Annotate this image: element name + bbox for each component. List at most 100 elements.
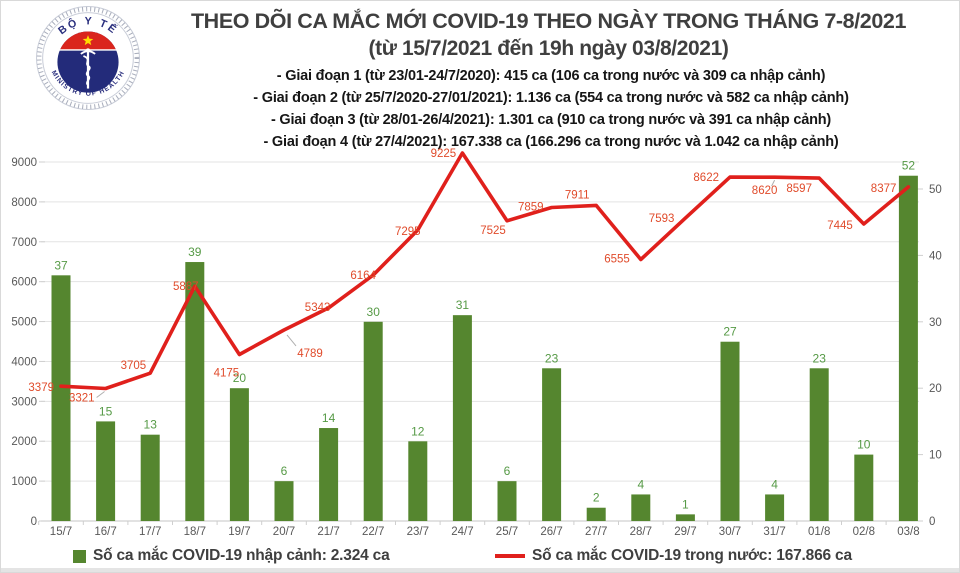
bar-legend-swatch — [73, 549, 86, 563]
bar-value-label: 15 — [99, 404, 113, 418]
right-axis-tick-label: 0 — [929, 516, 935, 528]
line-value-label: 7593 — [649, 213, 675, 225]
bar — [185, 262, 205, 521]
phase-summary: - Giai đoạn 1 (từ 23/01-24/7/2020): 415 … — [151, 65, 951, 153]
star-icon — [82, 35, 94, 46]
line-legend-label: Số ca mắc COVID-19 trong nước: 167.866 c… — [532, 547, 852, 564]
legend-imported-cases: Số ca mắc COVID-19 nhập cảnh: 2.324 ca — [73, 546, 390, 566]
bar-value-label: 6 — [281, 464, 288, 478]
x-axis-label: 21/7 — [317, 526, 339, 538]
line-value-label: 9225 — [431, 148, 457, 160]
bar-value-label: 37 — [54, 258, 68, 272]
bar — [809, 368, 829, 521]
label-leader-line — [96, 391, 105, 398]
right-axis-tick-label: 20 — [929, 383, 942, 395]
bar — [675, 514, 695, 521]
bar-value-label: 30 — [367, 305, 381, 319]
bar-value-label: 39 — [188, 245, 202, 259]
bar-value-label: 1 — [682, 497, 689, 511]
bar — [274, 481, 294, 521]
logo-outer-circle — [36, 6, 140, 110]
line-value-label: 4175 — [214, 367, 240, 379]
x-axis-label: 26/7 — [540, 526, 562, 538]
label-leader-line — [286, 334, 297, 347]
left-axis-tick-label: 6000 — [11, 277, 37, 289]
x-axis-label: 23/7 — [407, 526, 429, 538]
bar-value-label: 12 — [411, 424, 425, 438]
page-subtitle: (từ 15/7/2021 đến 19h ngày 03/8/2021) — [368, 37, 729, 60]
page-title: THEO DÕI CA MẮC MỚI COVID-19 THEO NGÀY T… — [190, 9, 907, 33]
bar-value-label: 10 — [857, 438, 871, 452]
bar-value-label: 23 — [813, 351, 827, 365]
bar-value-label: 27 — [723, 325, 737, 339]
logo-ray-ring — [36, 6, 140, 110]
x-axis-label: 01/8 — [808, 526, 830, 538]
left-axis-tick-label: 1000 — [11, 476, 37, 488]
x-axis-label: 30/7 — [719, 526, 741, 538]
bar — [363, 321, 383, 521]
line-value-label: 8377 — [871, 183, 897, 195]
line-value-label: 8597 — [786, 183, 812, 195]
bar — [408, 441, 428, 521]
line-value-label: 7911 — [565, 189, 590, 201]
left-axis-tick-label: 2000 — [11, 436, 37, 448]
phase-line-2: - Giai đoạn 2 (từ 25/7/2020-27/01/2021):… — [253, 90, 849, 106]
x-axis-label: 22/7 — [362, 526, 384, 538]
right-axis-labels: 0 10 20 30 40 50 — [929, 184, 942, 528]
emblem-divider — [59, 49, 117, 51]
bar — [898, 175, 918, 521]
x-axis-label: 20/7 — [273, 526, 295, 538]
line-value-label: 7445 — [827, 220, 853, 232]
line-value-label: 8620 — [752, 185, 778, 197]
line-series — [59, 151, 911, 391]
phase-line-4: - Giai đoạn 4 (từ 27/4/2021): 167.338 ca… — [263, 134, 839, 150]
line-value-label: 7525 — [480, 225, 506, 237]
line-value-label: 7859 — [518, 202, 544, 214]
bar-legend-label: Số ca mắc COVID-19 nhập cảnh: 2.324 ca — [93, 547, 390, 564]
ministry-of-health-logo: BỘ Y TẾ MINISTRY OF HEALTH — [36, 6, 140, 110]
bar-value-label: 20 — [233, 371, 247, 385]
phase-line-3: - Giai đoạn 3 (từ 28/01-26/4/2021): 1.30… — [270, 112, 832, 128]
right-axis-tick-label: 40 — [929, 250, 942, 262]
x-axis-label: 29/7 — [674, 526, 696, 538]
left-axis-tick-label: 7000 — [11, 237, 37, 249]
x-axis-label: 03/8 — [897, 526, 919, 538]
bar — [51, 275, 71, 521]
bar — [497, 481, 517, 521]
logo-emblem — [57, 31, 119, 93]
left-axis-tick-label: 5000 — [11, 317, 37, 329]
bars — [51, 175, 918, 521]
x-axis-label: 17/7 — [139, 526, 161, 538]
right-axis-tick-label: 30 — [929, 317, 942, 329]
bar-value-label: 52 — [902, 159, 916, 173]
bottom-border-strip — [1, 568, 959, 572]
bar-value-label: 2 — [593, 491, 600, 505]
right-axis-tick-label: 50 — [929, 184, 942, 196]
x-axis-label: 28/7 — [630, 526, 652, 538]
gridlines — [38, 161, 932, 525]
bar-value-label: 4 — [637, 477, 644, 491]
bar-value-labels: 37 15 13 39 20 6 14 30 12 31 6 23 2 4 1 27 4 23 10 52 — [54, 159, 915, 512]
line-legend-swatch — [495, 554, 525, 558]
right-axis-tick-label: 10 — [929, 450, 942, 462]
label-leader-line — [771, 179, 776, 187]
x-axis-label: 27/7 — [585, 526, 607, 538]
bar-value-label: 13 — [144, 418, 158, 432]
bar — [631, 494, 651, 521]
bar-value-label: 6 — [504, 464, 511, 478]
left-axis-tick-label: 4000 — [11, 356, 37, 368]
bar — [586, 507, 606, 521]
bar — [720, 341, 740, 521]
staff-of-asclepius-icon — [80, 48, 96, 89]
line-value-label: 6555 — [604, 254, 630, 266]
line-value-label: 7295 — [395, 226, 421, 238]
line-value-label: 3321 — [69, 393, 95, 405]
line-value-label: 3379 — [28, 382, 54, 394]
bar — [452, 315, 472, 521]
line-value-label: 5887 — [173, 281, 199, 293]
bar-value-label: 14 — [322, 411, 336, 425]
left-axis-tick-label: 8000 — [11, 197, 37, 209]
x-axis-label: 25/7 — [496, 526, 518, 538]
